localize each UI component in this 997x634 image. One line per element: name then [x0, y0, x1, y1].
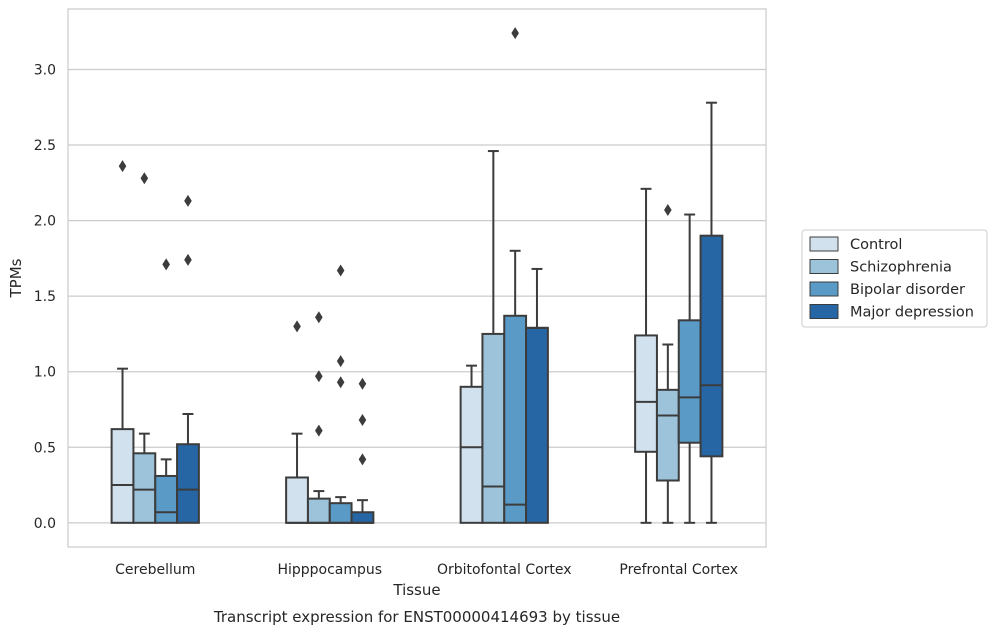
box-body	[132, 452, 157, 524]
outlier-point	[315, 311, 323, 324]
x-axis-ticks: Cerebellum Hipppocampus Orbitofontal Corte…	[115, 562, 738, 578]
legend: Control Schizophrenia Bipolar disorder Majo…	[801, 229, 988, 328]
legend-swatch	[809, 236, 839, 252]
box-1-1	[306, 311, 331, 524]
box-body	[285, 476, 309, 524]
outlier-point	[358, 377, 367, 390]
box-2-2	[503, 27, 528, 524]
box-3-0	[634, 187, 658, 524]
box-0-3	[176, 194, 200, 524]
box-body	[699, 234, 724, 458]
box-body	[328, 502, 353, 524]
outlier-point	[664, 203, 672, 216]
outlier-point	[315, 424, 323, 437]
x-tick-label: Hipppocampus	[277, 562, 382, 578]
legend-swatch	[809, 304, 839, 319]
box-0-1	[132, 172, 157, 524]
legend-label: Schizophrenia	[850, 260, 952, 276]
y-axis-ticks: 0.0 0.5 1.0 1.5 2.0 2.5 3.0	[34, 62, 56, 531]
box-3-1	[655, 203, 680, 524]
y-tick-label: 1.0	[34, 365, 56, 381]
box-1-0	[285, 320, 309, 524]
chart-caption: Transcript expression for ENST0000041469…	[213, 608, 620, 626]
outlier-point	[140, 172, 149, 185]
outlier-point	[293, 320, 301, 333]
box-body	[503, 314, 528, 524]
y-tick-label: 1.5	[34, 289, 56, 305]
outlier-point	[511, 27, 519, 40]
box-body	[110, 428, 135, 524]
box-2-3	[525, 267, 549, 524]
box-3-2	[677, 213, 702, 524]
outlier-point	[118, 160, 127, 173]
outlier-point	[315, 370, 323, 383]
legend-label: Major depression	[850, 305, 974, 321]
box-0-0	[110, 160, 135, 524]
y-tick-label: 3.0	[34, 62, 56, 78]
box-body	[306, 497, 331, 524]
box-body	[176, 443, 200, 524]
outlier-point	[184, 253, 192, 266]
y-axis-label: TPMs	[7, 258, 25, 298]
y-tick-label: 0.0	[34, 516, 56, 532]
box-1-3	[350, 377, 375, 524]
outlier-point	[358, 414, 367, 427]
legend-label: Bipolar disorder	[850, 282, 965, 298]
y-tick-label: 0.5	[34, 440, 56, 456]
legend-label: Control	[850, 237, 902, 253]
box-body	[655, 388, 680, 482]
x-tick-label: Orbitofontal Cortex	[437, 562, 572, 578]
legend-frame	[801, 229, 988, 328]
box-body	[154, 474, 179, 524]
plot-frame	[67, 8, 767, 548]
outlier-point	[336, 355, 345, 368]
box-2-1	[481, 150, 506, 524]
box-body	[350, 511, 375, 524]
outlier-point	[358, 453, 367, 466]
box-body	[459, 385, 484, 524]
legend-swatch	[809, 259, 839, 274]
x-tick-label: Cerebellum	[115, 562, 195, 578]
outlier-point	[336, 376, 345, 389]
box-0-2	[154, 258, 179, 524]
boxes	[110, 27, 724, 524]
box-1-2	[328, 264, 353, 524]
outlier-point	[184, 194, 192, 207]
box-body	[481, 332, 506, 524]
x-axis-label: Tissue	[392, 581, 440, 599]
y-tick-label: 2.0	[34, 214, 56, 230]
outlier-point	[336, 264, 345, 277]
outlier-point	[162, 258, 170, 271]
y-tick-label: 2.5	[34, 138, 56, 154]
box-body	[634, 334, 658, 453]
box-body	[525, 326, 549, 524]
box-3-3	[699, 101, 724, 524]
box-body	[677, 319, 702, 444]
legend-swatch	[809, 281, 839, 297]
box-2-0	[459, 364, 484, 524]
x-tick-label: Prefrontal Cortex	[619, 562, 738, 578]
